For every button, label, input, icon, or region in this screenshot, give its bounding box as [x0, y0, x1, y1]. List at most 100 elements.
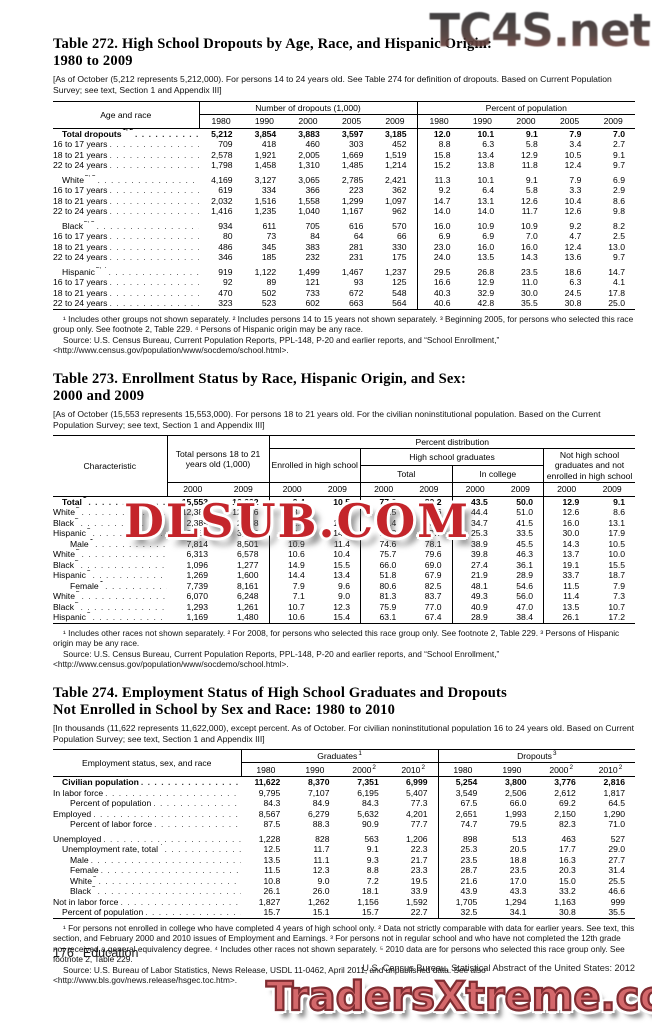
table-row: Male . . . . . . . . . . . . . . . . . .… [53, 854, 635, 866]
data-cell: 1,310 [298, 160, 320, 171]
page-number: 176 [53, 946, 74, 960]
year-header: 20102 [598, 763, 623, 775]
data-cell: 7.0 [525, 231, 538, 242]
data-cell: 24.5 [564, 287, 582, 298]
data-cell: 7,351 [357, 777, 379, 788]
data-cell: 7,739 [186, 580, 208, 591]
data-cell: 486 [218, 241, 233, 252]
stub-header: Characteristic [53, 435, 168, 497]
year-header: 1990 [254, 116, 274, 127]
data-cell: 17.0 [509, 875, 527, 886]
data-cell: 2.5 [613, 231, 625, 242]
data-cell: 2,389 [186, 517, 208, 528]
data-cell: 15,553 [181, 496, 208, 507]
data-cell: 38.4 [516, 612, 533, 623]
data-cell: 1,467 [341, 266, 364, 277]
table-row: Hispanic2, 4 . . . . . . . . . . . . . .… [53, 262, 635, 278]
data-cell: 10.5 [564, 149, 582, 160]
data-cell: 502 [261, 287, 277, 298]
data-cell: 663 [349, 298, 364, 309]
year-header: 20102 [401, 763, 425, 775]
table-row: White2 . . . . . . . . . . . . . . . . .… [53, 591, 635, 602]
data-cell: 79.6 [424, 549, 442, 560]
data-cell: 27.7 [608, 854, 626, 865]
data-cell: 1,277 [236, 559, 259, 570]
data-cell: 78.1 [424, 538, 442, 549]
data-cell: 8,370 [307, 777, 330, 788]
year-header: 1990 [472, 116, 492, 127]
row-label: Total dropouts1, 2 . . . . . . . . . . .… [53, 128, 199, 139]
data-cell: 9.6 [338, 580, 350, 591]
data-cell: 12.9 [477, 277, 495, 288]
table-row: Female1 . . . . . . . . . . . . . . . . … [53, 580, 635, 592]
data-cell: 2,005 [298, 149, 320, 160]
table-row: White2 . . . . . . . . . . . . . . . . .… [53, 507, 635, 518]
row-label: 18 to 21 years . . . . . . . . . . . . .… [53, 196, 199, 207]
data-cell: 25.3 [451, 528, 498, 539]
row-label: 22 to 24 years . . . . . . . . . . . . .… [53, 160, 199, 171]
data-cell: 6,279 [307, 808, 330, 819]
data-cell: 40.3 [416, 287, 461, 299]
data-cell: 22.3 [410, 844, 428, 855]
data-cell: 7.9 [569, 174, 582, 185]
row-label: White2 . . . . . . . . . . . . . . . . .… [53, 549, 167, 560]
year-header: 2000 [451, 482, 498, 497]
table-row: Total dropouts1, 2 . . . . . . . . . . .… [53, 128, 635, 140]
data-cell: 709 [218, 139, 233, 150]
data-cell: 80.2 [424, 496, 442, 507]
table-273-title-line2: 2000 and 2009 [53, 387, 145, 404]
data-cell: 81.3 [360, 591, 407, 602]
data-cell: 10.1 [477, 128, 495, 139]
data-cell: 35.5 [521, 298, 538, 309]
data-cell: 51.8 [360, 570, 407, 581]
data-cell: 84.3 [263, 798, 281, 809]
dot-leader: . . . . . . . . . . . . . . . . . . . . … [90, 854, 241, 865]
data-cell: 3,080 [236, 528, 259, 539]
data-cell: 16,662 [232, 496, 259, 507]
table-row: 16 to 17 years . . . . . . . . . . . . .… [53, 277, 635, 288]
data-cell: 6.9 [416, 231, 461, 242]
data-cell: 1,040 [298, 206, 320, 217]
year-header: 2000 [183, 484, 203, 495]
section-name: Education [82, 946, 139, 960]
data-cell: 66.0 [509, 798, 527, 809]
row-label: Black2, 3 . . . . . . . . . . . . . . . … [53, 217, 199, 232]
data-cell: 13.4 [477, 149, 495, 160]
data-cell: 8.2 [613, 220, 625, 231]
data-cell: 39.8 [451, 549, 498, 560]
data-cell: 80 [223, 231, 233, 242]
data-cell: 8.8 [416, 139, 461, 150]
dot-leader: . . . . . . . . . . . . . . . . . . . . … [109, 206, 199, 217]
table-row: Black2 . . . . . . . . . . . . . . . . .… [53, 559, 635, 571]
data-cell: 69.2 [559, 798, 576, 809]
data-cell: 619 [218, 185, 233, 196]
row-label: Employed . . . . . . . . . . . . . . . .… [53, 809, 241, 820]
data-cell: 24.0 [416, 252, 461, 263]
data-cell: 87.5 [263, 819, 281, 830]
row-label: Female1 . . . . . . . . . . . . . . . . … [53, 581, 167, 592]
data-cell: 1,458 [254, 160, 277, 171]
data-cell: 9,795 [258, 787, 281, 798]
table-273-footnotes: ¹ Includes other races not shown separat… [53, 627, 620, 649]
data-cell: 9.4 [268, 496, 315, 508]
data-cell: 8.8 [366, 865, 379, 876]
row-label: 16 to 17 years . . . . . . . . . . . . .… [53, 139, 199, 150]
data-cell: 10.9 [521, 220, 538, 231]
data-cell: 10.9 [268, 538, 315, 550]
data-cell: 25.5 [608, 875, 626, 886]
dot-leader: . . . . . . . . . . . . . . . . . . . . … [140, 777, 241, 788]
data-cell: 2,578 [211, 149, 233, 160]
data-cell: 15.5 [333, 559, 350, 570]
dot-leader: . . . . . . . . . . . . . . . . . . . . … [100, 865, 241, 876]
dot-leader: . . . . . . . . . . . . . . . . . . . . … [92, 612, 167, 623]
data-cell: 1,592 [406, 896, 428, 907]
data-cell: 14.4 [268, 570, 315, 581]
data-cell: 7.9 [569, 128, 582, 139]
year-header: 2009 [327, 484, 347, 495]
data-cell: 66 [396, 231, 407, 242]
data-cell: 4,201 [406, 808, 428, 819]
stub-header: Employment status, sex, and race [53, 749, 242, 777]
data-cell: 2,612 [554, 787, 576, 798]
data-cell: 13.6 [564, 252, 582, 263]
dot-leader: . . . . . . . . . . . . . . . . . . . . … [81, 591, 167, 602]
